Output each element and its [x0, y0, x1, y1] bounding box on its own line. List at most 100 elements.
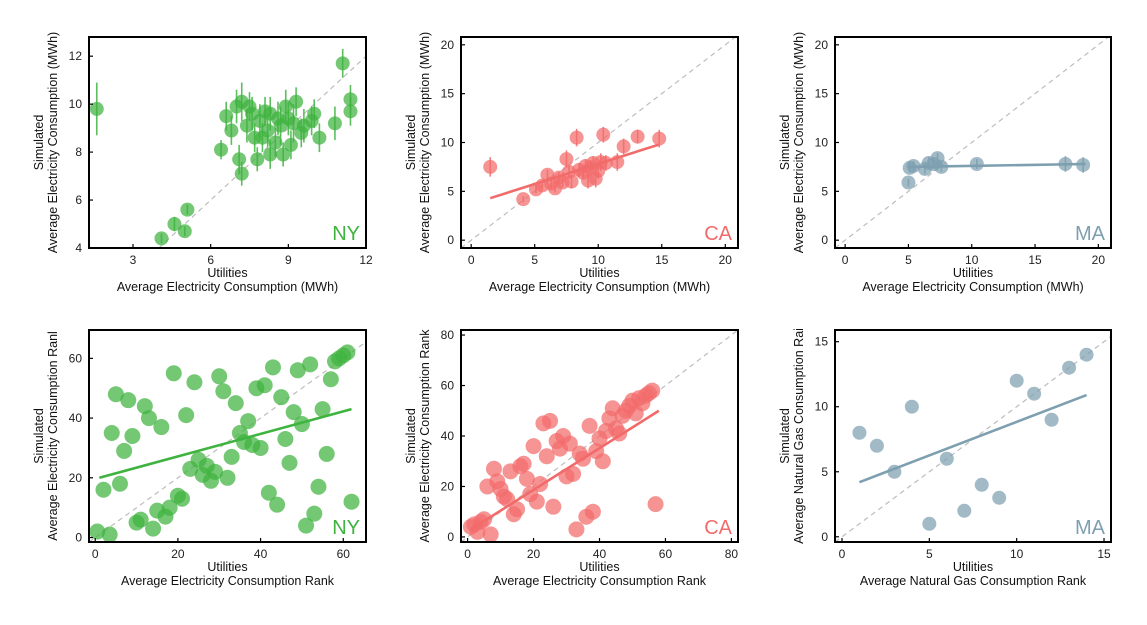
y-tick-label: 20: [441, 38, 455, 52]
plot-area: [835, 335, 1111, 542]
fit-line: [98, 407, 352, 480]
data-point: [124, 428, 141, 444]
data-point: [211, 368, 228, 385]
identity-line: [89, 341, 366, 542]
data-point: [269, 496, 286, 513]
data-point: [538, 448, 555, 465]
identity-line: [835, 37, 1109, 248]
x-tick-label: 20: [171, 547, 185, 561]
data-point: [103, 425, 120, 442]
data-point: [310, 478, 327, 495]
data-point: [145, 520, 162, 537]
y-tick-label: 5: [447, 184, 454, 198]
data-point: [239, 118, 254, 133]
data-point: [263, 147, 278, 162]
y-tick-label: 10: [69, 97, 83, 111]
axes-frame: [88, 329, 367, 543]
data-point: [559, 152, 574, 167]
y-tick-label: 40: [441, 429, 455, 443]
data-point: [153, 419, 170, 436]
x-axis-label: Utilities: [579, 560, 619, 574]
data-point: [227, 395, 244, 412]
data-point: [283, 137, 298, 152]
data-point: [327, 116, 342, 131]
y-tick-label: 15: [441, 87, 455, 101]
y-tick-label: 10: [441, 136, 455, 150]
x-axis-label: Utilities: [207, 560, 247, 574]
data-point: [1027, 386, 1042, 401]
data-point: [260, 123, 275, 138]
x-tick-label: 40: [593, 547, 607, 561]
data-point: [219, 109, 234, 124]
data-point: [285, 404, 302, 421]
x-axis-sublabel: Average Electricity Consumption (MWh): [862, 280, 1083, 294]
data-point: [318, 445, 335, 462]
data-point: [207, 463, 224, 480]
fit-line: [470, 409, 660, 531]
data-point: [584, 503, 601, 520]
data-point: [120, 392, 137, 409]
x-axis-sublabel: Average Electricity Consumption Rank: [121, 574, 335, 588]
data-point: [223, 448, 240, 465]
x-tick-label: 40: [254, 547, 268, 561]
data-point: [256, 377, 273, 394]
data-point: [561, 435, 578, 452]
data-point: [901, 175, 916, 190]
y-tick-label: 20: [441, 479, 455, 493]
data-point: [1044, 412, 1059, 427]
data-point: [596, 127, 611, 142]
data-point: [992, 490, 1007, 505]
data-point: [545, 498, 562, 515]
x-axis-sublabel: Average Natural Gas Consumption Rank: [860, 574, 1087, 588]
x-tick-label: 5: [926, 547, 933, 561]
data-point: [482, 526, 499, 542]
y-tick-label: 0: [447, 530, 454, 544]
data-point: [516, 192, 531, 207]
data-point: [630, 129, 645, 144]
x-tick-label: 10: [592, 253, 606, 267]
region-label: MA: [1075, 517, 1106, 539]
fit-line: [489, 143, 660, 200]
x-tick-label: 60: [337, 547, 351, 561]
axes-frame: [834, 329, 1112, 543]
y-axis-sublabel: Average Natural Gas Consumption Rai: [792, 328, 806, 544]
plot-area: [461, 37, 736, 248]
data-point: [281, 454, 298, 471]
data-point: [1079, 347, 1094, 362]
data-point: [904, 399, 919, 414]
data-point: [268, 135, 283, 150]
data-point: [260, 484, 277, 501]
y-tick-label: 12: [69, 49, 83, 63]
data-point: [569, 130, 584, 145]
y-tick-label: 10: [815, 400, 829, 414]
data-point: [302, 356, 319, 373]
plot-area: [89, 48, 366, 248]
data-point: [89, 523, 106, 540]
region-label: MA: [1075, 223, 1106, 245]
x-tick-label: 3: [130, 253, 137, 267]
data-point: [647, 496, 664, 513]
y-tick-label: 0: [75, 531, 82, 545]
data-point: [343, 92, 358, 107]
fit-line: [858, 393, 1088, 484]
data-point: [939, 451, 954, 466]
data-point: [174, 490, 191, 507]
axes-frame: [460, 36, 739, 249]
data-point: [178, 407, 195, 424]
data-point: [140, 410, 157, 427]
y-tick-label: 5: [821, 184, 828, 198]
data-point: [306, 505, 323, 522]
data-point: [95, 481, 112, 498]
x-tick-label: 0: [464, 547, 471, 561]
y-tick-label: 20: [815, 38, 829, 52]
x-tick-label: 0: [839, 547, 846, 561]
y-axis-label: Simulated: [404, 408, 418, 464]
y-axis-label: Simulated: [32, 408, 46, 464]
y-axis-sublabel: Average Electricity Consumption Ranl: [46, 331, 60, 541]
x-tick-label: 20: [719, 253, 733, 267]
